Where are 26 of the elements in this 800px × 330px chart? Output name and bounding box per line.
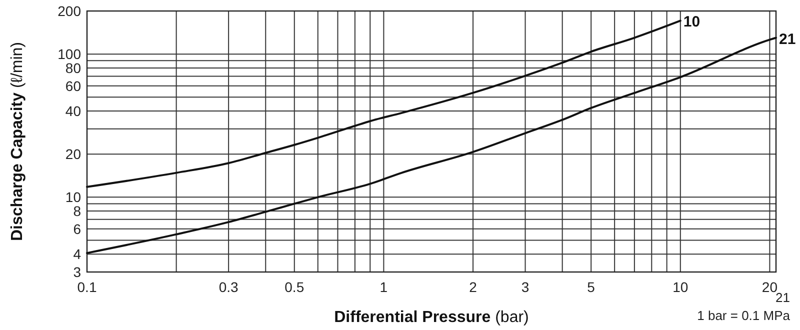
- y-tick-label: 3: [73, 264, 82, 280]
- x-tick-label: 1: [380, 279, 388, 295]
- y-tick-label: 6: [73, 220, 82, 237]
- y-tick-label: 20: [65, 146, 82, 162]
- y-tick-label: 4: [73, 246, 82, 262]
- x-tick-label: 3: [521, 279, 530, 295]
- y-tick-label: 40: [65, 103, 82, 120]
- series-label: 10: [683, 14, 700, 31]
- y-tick-label: 10: [65, 189, 82, 206]
- y-tick-label: 8: [73, 203, 82, 220]
- y-tick-label: 200: [58, 3, 82, 19]
- x-axis-title: Differential Pressure (bar): [334, 309, 529, 326]
- series-label: 21: [779, 30, 796, 48]
- x-tick-label: 5: [587, 279, 596, 295]
- y-axis-title: Discharge Capacity (ℓ/min): [9, 42, 26, 242]
- y-tick-label: 60: [65, 78, 82, 94]
- x-tick-label: 0.1: [77, 279, 97, 295]
- x-tick-label: 10: [672, 279, 688, 295]
- x-tick-label: 2: [469, 279, 478, 295]
- x-tick-label: 0.5: [284, 279, 304, 295]
- text: 21: [776, 290, 790, 305]
- x-tick-label: 0.3: [218, 279, 239, 295]
- y-tick-label: 100: [58, 46, 82, 62]
- y-tick-label: 80: [65, 60, 82, 76]
- text: 1 bar = 0.1 MPa: [697, 308, 791, 323]
- x-tick-label: 20: [762, 279, 778, 295]
